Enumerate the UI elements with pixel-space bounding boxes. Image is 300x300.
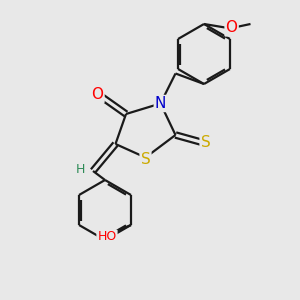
- Text: HO: HO: [98, 230, 117, 244]
- Text: N: N: [155, 96, 166, 111]
- Text: O: O: [92, 87, 104, 102]
- Text: S: S: [201, 135, 210, 150]
- Text: O: O: [226, 20, 238, 35]
- Text: H: H: [76, 163, 85, 176]
- Text: S: S: [141, 152, 150, 166]
